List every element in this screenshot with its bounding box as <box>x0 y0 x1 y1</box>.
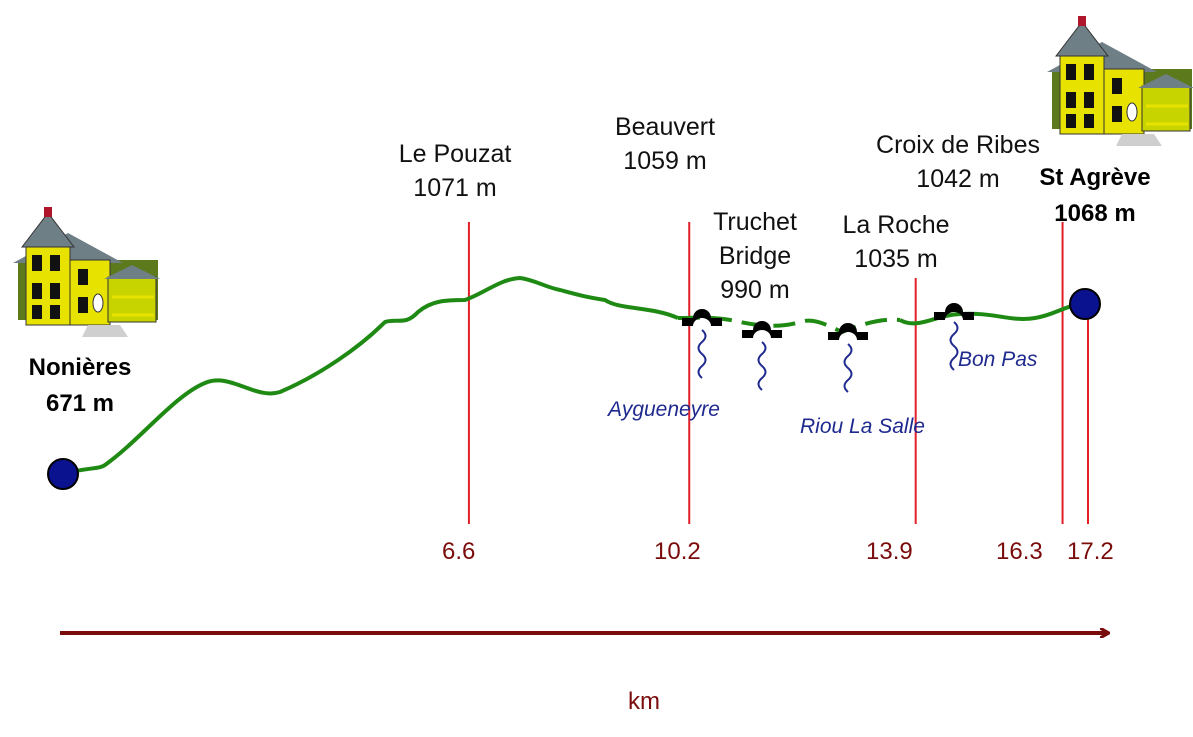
bridge-icon <box>828 323 868 340</box>
waypoint-label-beauvert: Beauvert 1059 m <box>565 110 765 178</box>
house-icon <box>11 205 162 339</box>
waypoint-elevation: 1035 m <box>854 245 938 273</box>
stream-icon <box>843 343 853 393</box>
end-elevation: 1068 m <box>1054 200 1136 227</box>
route-profile-line <box>64 275 679 476</box>
axis-unit-label: km <box>628 688 660 715</box>
waypoint-elevation: 1071 m <box>413 174 497 202</box>
start-point <box>47 458 79 490</box>
waypoint-elevation: 1059 m <box>623 147 707 175</box>
bridge-elevation: 990 m <box>720 276 790 304</box>
km-label: 13.9 <box>866 538 913 565</box>
stream-icon <box>757 341 767 391</box>
km-label: 10.2 <box>654 538 701 565</box>
waypoint-label-croix-de-ribes: Croix de Ribes 1042 m <box>843 128 1073 196</box>
bridge-label: Truchet Bridge 990 m <box>655 205 855 307</box>
house-icon <box>1045 14 1193 148</box>
route-final-segment <box>899 302 1086 326</box>
end-name: St Agrève <box>1039 164 1151 191</box>
stream-label-aygueneyre: Aygueneyre <box>608 398 720 421</box>
km-label: 17.2 <box>1067 538 1114 565</box>
bridge-label-line2: Bridge <box>718 242 792 270</box>
waypoint-name: Le Pouzat <box>398 140 512 168</box>
distance-markers <box>467 222 1089 524</box>
waypoint-label-la-roche: La Roche 1035 m <box>796 208 996 276</box>
waypoint-name: Croix de Ribes <box>876 131 1040 159</box>
end-point <box>1069 288 1101 320</box>
waypoint-name: Beauvert <box>614 113 716 141</box>
end-label: St Agrève 1068 m <box>1030 160 1160 232</box>
start-name: Nonières <box>28 354 132 381</box>
start-elevation: 671 m <box>45 390 115 417</box>
stream-label-bon-pas: Bon Pas <box>958 348 1038 371</box>
stream-icon <box>949 321 959 371</box>
stream-label-riou-la-salle: Riou La Salle <box>800 415 925 438</box>
waypoint-label-le-pouzat: Le Pouzat 1071 m <box>355 137 555 205</box>
waypoint-name: La Roche <box>842 211 950 239</box>
km-label: 16.3 <box>996 538 1043 565</box>
bridge-label-line1: Truchet <box>713 208 797 236</box>
stream-icon <box>697 329 707 379</box>
bridge-icon <box>934 303 974 320</box>
km-label: 6.6 <box>442 538 476 565</box>
waypoint-elevation: 1042 m <box>916 165 1000 193</box>
start-label: Nonières 671 m <box>0 350 160 422</box>
